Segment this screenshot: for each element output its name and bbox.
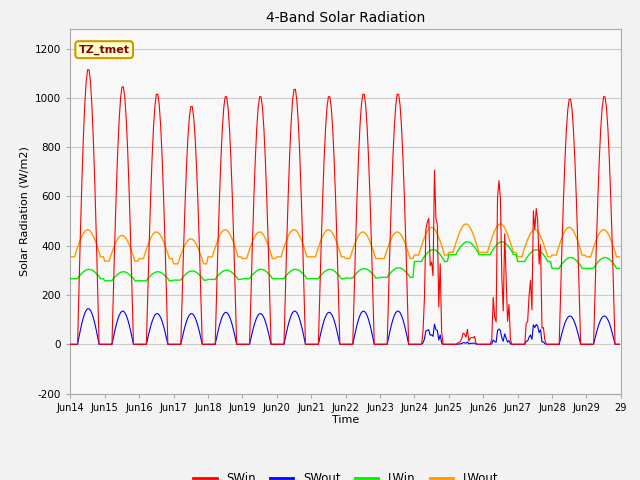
Legend: SWin, SWout, LWin, LWout: SWin, SWout, LWin, LWout (188, 468, 503, 480)
Y-axis label: Solar Radiation (W/m2): Solar Radiation (W/m2) (20, 146, 29, 276)
Text: TZ_tmet: TZ_tmet (79, 45, 130, 55)
Title: 4-Band Solar Radiation: 4-Band Solar Radiation (266, 11, 425, 25)
X-axis label: Time: Time (332, 415, 359, 425)
